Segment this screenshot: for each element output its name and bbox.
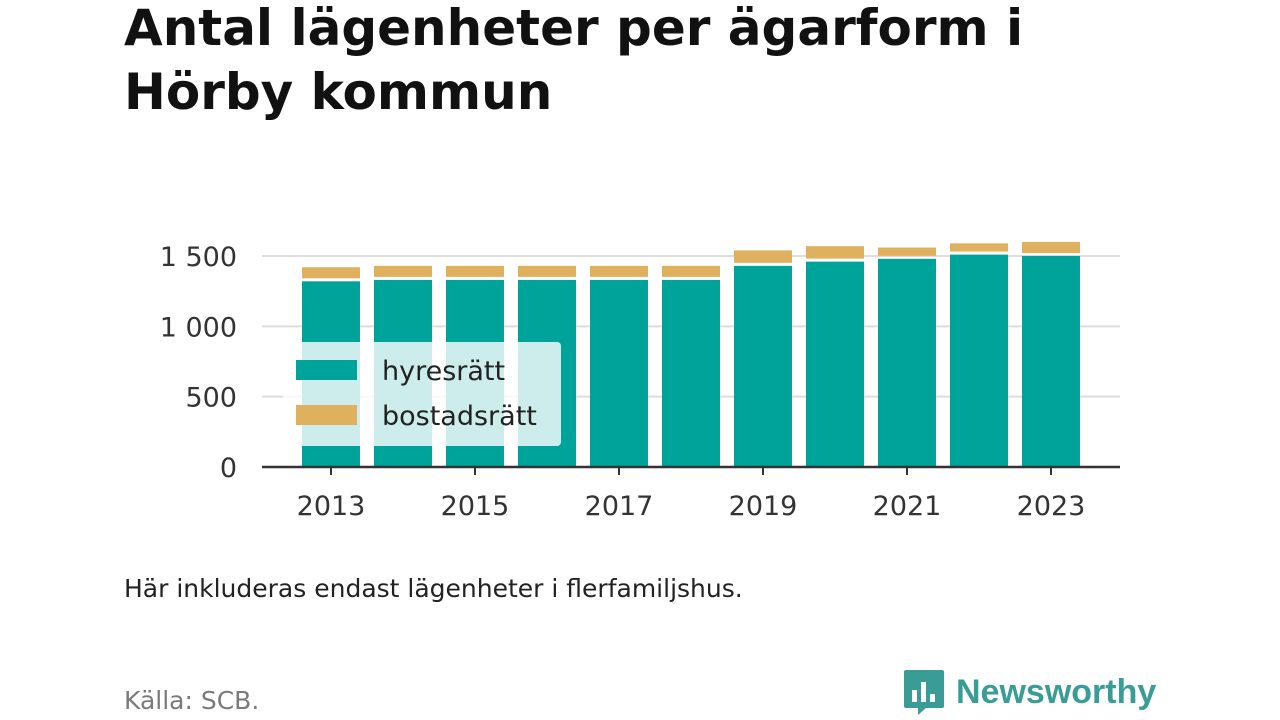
bar-bostadsratt: [1022, 241, 1080, 253]
newsworthy-logo: Newsworthy: [902, 668, 1156, 716]
bar-bostadsratt: [662, 265, 720, 277]
x-tick-label: 2013: [297, 491, 366, 522]
x-tick-label: 2019: [729, 491, 798, 522]
legend-swatch: [296, 405, 357, 425]
bar-hyresratt: [734, 265, 792, 467]
bar-bostadsratt: [590, 265, 648, 277]
y-tick-label: 500: [185, 383, 237, 414]
legend: hyresrätt bostadsrätt: [283, 342, 561, 446]
bar-bostadsratt: [518, 265, 576, 277]
y-tick-label: 1 500: [160, 242, 237, 273]
bar-hyresratt: [590, 279, 648, 467]
bar-bostadsratt: [446, 265, 504, 277]
axes: 0 500 1 000 1 500 2013 2015 2017 2019 2021 2023: [160, 242, 1120, 522]
bar-bostadsratt: [374, 265, 432, 277]
y-tick-label: 1 000: [160, 312, 237, 343]
bar-bostadsratt: [878, 247, 936, 256]
source-label: Källa: SCB.: [124, 686, 260, 715]
legend-label: bostadsrätt: [382, 401, 537, 432]
brand-name: Newsworthy: [956, 672, 1157, 711]
bar-bostadsratt: [302, 267, 360, 279]
stacked-bar-chart: 0 500 1 000 1 500 2013 2015 2017 2019 2021 2023 h…: [160, 241, 1120, 522]
chart-title: Antal lägenheter per ägarform i Hörby ko…: [124, 0, 1024, 121]
bar-hyresratt: [878, 258, 936, 467]
legend-label: hyresrätt: [382, 356, 505, 387]
bar-bostadsratt: [806, 246, 864, 259]
bar-hyresratt: [806, 261, 864, 467]
legend-swatch: [296, 360, 357, 380]
newsworthy-logo-icon: [904, 670, 944, 715]
bar-bostadsratt: [734, 250, 792, 263]
x-tick-label: 2015: [441, 491, 510, 522]
bar-bostadsratt: [950, 243, 1008, 252]
bar-hyresratt: [662, 279, 720, 467]
x-tick-label: 2023: [1017, 491, 1086, 522]
x-tick-label: 2021: [873, 491, 942, 522]
x-tick-label: 2017: [585, 491, 654, 522]
bar-hyresratt: [1022, 256, 1080, 467]
bar-hyresratt: [950, 254, 1008, 467]
y-tick-label: 0: [220, 453, 237, 484]
chart-note: Här inkluderas endast lägenheter i flerf…: [124, 574, 743, 603]
